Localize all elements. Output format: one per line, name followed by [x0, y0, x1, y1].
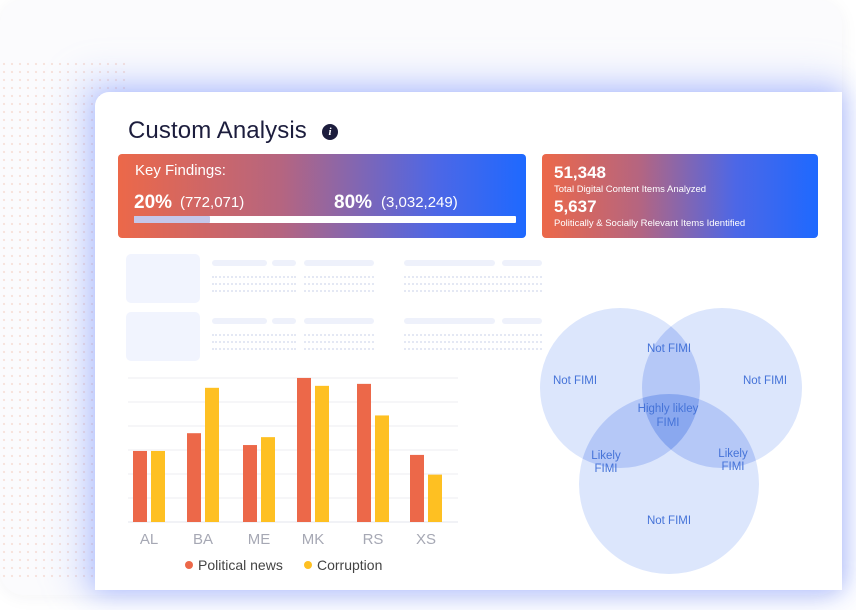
venn-label-left-pair-line2: FIMI	[595, 463, 618, 475]
bar-chart: AL BA ME MK RS XS	[128, 377, 458, 548]
venn-label-center-line2: FIMI	[657, 417, 680, 429]
skeleton-line	[404, 318, 495, 324]
x-tick-label: BA	[193, 531, 213, 548]
skeleton-dots	[404, 290, 542, 292]
skeleton-dots	[212, 334, 296, 336]
x-tick-label: AL	[140, 531, 158, 548]
skeleton-line	[304, 260, 374, 266]
bar-ba-political-news	[187, 433, 201, 522]
relevant-items-value: 5,637	[554, 197, 597, 216]
venn-overlap-left	[579, 394, 700, 468]
skeleton-dots	[304, 290, 374, 292]
bar-ba-corruption	[205, 387, 219, 522]
skeleton-dots	[212, 290, 296, 292]
skeleton-thumb	[126, 254, 200, 303]
venn-label-bottom: Not FIMI	[647, 515, 691, 527]
venn-label-top-left: Not FIMI	[553, 375, 597, 387]
x-tick-label: MK	[302, 531, 325, 548]
skeleton-line	[502, 318, 542, 324]
skeleton-dots	[304, 348, 374, 350]
skeleton-dots	[404, 283, 542, 285]
key-findings-label: Key Findings:	[135, 162, 226, 179]
legend-label: Corruption	[317, 557, 383, 573]
skeleton-dots	[304, 334, 374, 336]
bar-me-corruption	[261, 437, 275, 522]
total-items-value: 51,348	[554, 163, 606, 182]
bar-me-political-news	[243, 445, 257, 522]
skeleton-line	[272, 318, 296, 324]
bar-al-corruption	[151, 450, 165, 522]
skeleton-line	[272, 260, 296, 266]
info-icon[interactable]: i	[322, 124, 338, 140]
venn-diagram: Not FIMI Not FIMI Not FIMI Highly likley…	[540, 308, 802, 574]
left-percentage: 20%	[134, 192, 173, 213]
legend-item-political-news: Political news	[185, 557, 283, 573]
bar-xs-corruption	[428, 474, 442, 522]
skeleton-line	[304, 318, 374, 324]
chart-bars	[133, 377, 442, 522]
skeleton-dots	[304, 341, 374, 343]
chart-grid	[128, 377, 458, 523]
legend-dot	[185, 561, 193, 569]
bar-xs-political-news	[410, 454, 424, 522]
legend-dot	[304, 561, 312, 569]
skeleton-dots	[404, 341, 542, 343]
skeleton-dots	[404, 276, 542, 278]
left-count: (772,071)	[180, 194, 245, 211]
x-tick-label: ME	[248, 531, 271, 548]
skeleton-line	[502, 260, 542, 266]
page-title: Custom Analysis	[128, 117, 307, 144]
skeleton-dots	[404, 334, 542, 336]
relevant-items-label: Politically & Socially Relevant Items Id…	[554, 218, 746, 229]
stats-panel: 51,348 Total Digital Content Items Analy…	[542, 154, 818, 238]
findings-progress-fill	[134, 216, 211, 223]
skeleton-thumb	[126, 312, 200, 361]
skeleton-dots	[212, 283, 296, 285]
skeleton-dots	[304, 276, 374, 278]
right-count: (3,032,249)	[381, 194, 458, 211]
skeleton-line	[212, 260, 267, 266]
legend-label: Political news	[198, 557, 283, 573]
legend-item-corruption: Corruption	[304, 557, 382, 573]
custom-analysis-card: Custom Analysis i Key Findings: 20% (772…	[95, 92, 842, 590]
bar-al-political-news	[133, 450, 147, 522]
bar-rs-corruption	[375, 415, 389, 522]
bar-rs-political-news	[357, 383, 371, 522]
skeleton-dots	[212, 341, 296, 343]
x-tick-label: XS	[416, 531, 436, 548]
skeleton-line	[404, 260, 495, 266]
venn-label-right-pair-line2: FIMI	[722, 461, 745, 473]
chart-x-labels: AL BA ME MK RS XS	[140, 531, 436, 548]
total-items-label: Total Digital Content Items Analyzed	[554, 184, 707, 195]
skeleton-dots	[212, 276, 296, 278]
skeleton-dots	[404, 348, 542, 350]
key-findings-panel: Key Findings: 20% (772,071) 80% (3,032,2…	[118, 154, 526, 238]
venn-label-center-line1: Highly likley	[638, 403, 699, 415]
bar-mk-political-news	[297, 377, 311, 522]
venn-label-top-pair: Not FIMI	[647, 343, 691, 355]
venn-overlap-right	[642, 394, 759, 468]
x-tick-label: RS	[363, 531, 384, 548]
venn-label-top-right: Not FIMI	[743, 375, 787, 387]
bar-mk-corruption	[315, 385, 329, 522]
right-percentage: 80%	[334, 192, 373, 213]
skeleton-line	[212, 318, 267, 324]
skeleton-dots	[304, 283, 374, 285]
venn-label-right-pair-line1: Likely	[718, 448, 748, 460]
skeleton-dots	[212, 348, 296, 350]
venn-label-left-pair-line1: Likely	[591, 450, 621, 462]
findings-progress-bar	[134, 216, 516, 223]
